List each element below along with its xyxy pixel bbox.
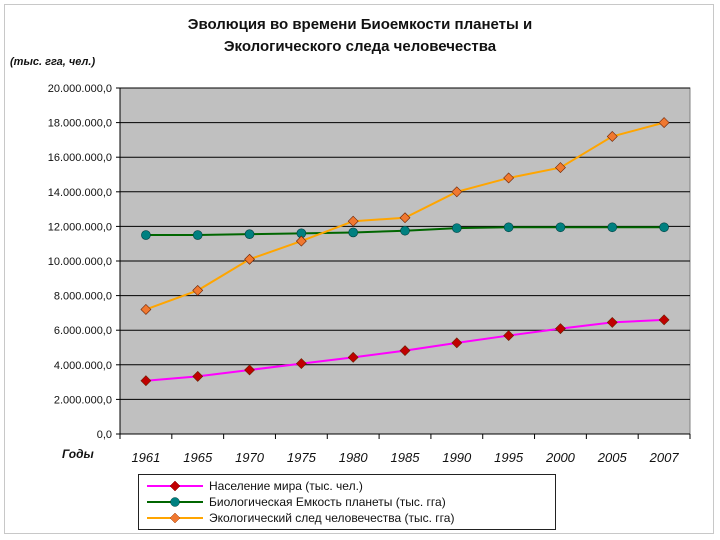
legend-symbol-footprint [147,512,203,524]
x-tick-label: 1961 [131,450,160,465]
data-point-series-1 [399,345,411,357]
data-point-series-1 [451,337,463,349]
data-point-series-3 [140,304,152,315]
data-point-series-2 [348,227,358,238]
data-point-series-1 [555,323,566,335]
x-tick-label: 2000 [545,450,576,465]
data-point-series-1 [503,330,515,341]
data-point-series-3 [606,131,618,142]
y-tick-label: 8.000.000,0 [54,291,112,303]
data-point-series-2 [452,223,462,233]
data-point-series-1 [658,314,670,326]
data-point-series-2 [503,222,514,233]
data-point-series-3 [555,162,566,174]
legend-label-population: Население мира (тыс. чел.) [209,479,363,493]
y-tick-label: 2.000.000,0 [54,394,112,406]
data-point-series-3 [295,235,307,247]
y-tick-label: 10.000.000,0 [48,256,112,268]
legend-symbol-population [147,480,203,492]
data-point-series-3 [244,253,255,265]
x-tick-label: 1995 [494,450,524,465]
y-tick-label: 18.000.000,0 [48,118,112,130]
data-point-series-2 [607,222,618,233]
data-point-series-2 [192,230,203,240]
data-point-series-2 [244,229,255,239]
x-axis-label: Годы [62,447,94,461]
y-tick-label: 12.000.000,0 [48,221,112,233]
y-tick-label: 0,0 [97,429,112,441]
data-point-series-3 [658,117,670,129]
data-point-series-3 [451,186,463,198]
data-point-series-3 [503,172,515,184]
data-point-series-1 [244,364,255,376]
legend-item-population: Население мира (тыс. чел.) [147,478,547,494]
y-tick-label: 20.000.000,0 [48,83,112,95]
x-tick-label: 1980 [339,450,369,465]
data-point-series-2 [659,222,669,233]
legend-item-footprint: Экологический след человечества (тыс. гг… [147,510,547,526]
chart-legend: Население мира (тыс. чел.) Биологическая… [138,474,556,530]
y-tick-label: 4.000.000,0 [54,360,112,372]
x-tick-label: 1970 [235,450,265,465]
data-point-series-1 [606,316,618,328]
y-tick-label: 16.000.000,0 [48,152,112,164]
data-point-series-3 [192,284,204,296]
x-tick-label: 1965 [183,450,213,465]
legend-label-biocapacity: Биологическая Емкость планеты (тыс. гга) [209,495,446,509]
x-tick-label: 2007 [649,450,680,465]
y-tick-label: 14.000.000,0 [48,187,112,199]
data-point-series-2 [400,225,410,236]
chart-title: Эволюция во времени Биоемкости планеты и… [0,14,720,58]
x-tick-label: 1990 [442,450,472,465]
chart-title-line-2: Экологического следа человечества [223,38,497,55]
data-point-series-1 [347,351,359,363]
y-tick-label: 6.000.000,0 [54,325,112,337]
legend-item-biocapacity: Биологическая Емкость планеты (тыс. гга) [147,494,547,510]
chart-title-line-1: Эволюция во времени Биоемкости планеты и [187,16,533,33]
legend-symbol-biocapacity [147,497,203,507]
data-point-series-3 [347,215,359,227]
data-point-series-1 [140,375,152,387]
legend-label-footprint: Экологический след человечества (тыс. гг… [209,511,455,525]
x-tick-label: 1975 [287,450,317,465]
data-point-series-1 [295,358,307,370]
data-point-series-2 [141,230,151,240]
unit-label: (тыс. гга, чел.) [10,56,96,68]
data-point-series-1 [192,370,204,382]
data-point-series-3 [399,212,411,224]
x-tick-label: 2005 [597,450,628,465]
data-point-series-2 [555,222,566,233]
x-tick-label: 1985 [391,450,421,465]
